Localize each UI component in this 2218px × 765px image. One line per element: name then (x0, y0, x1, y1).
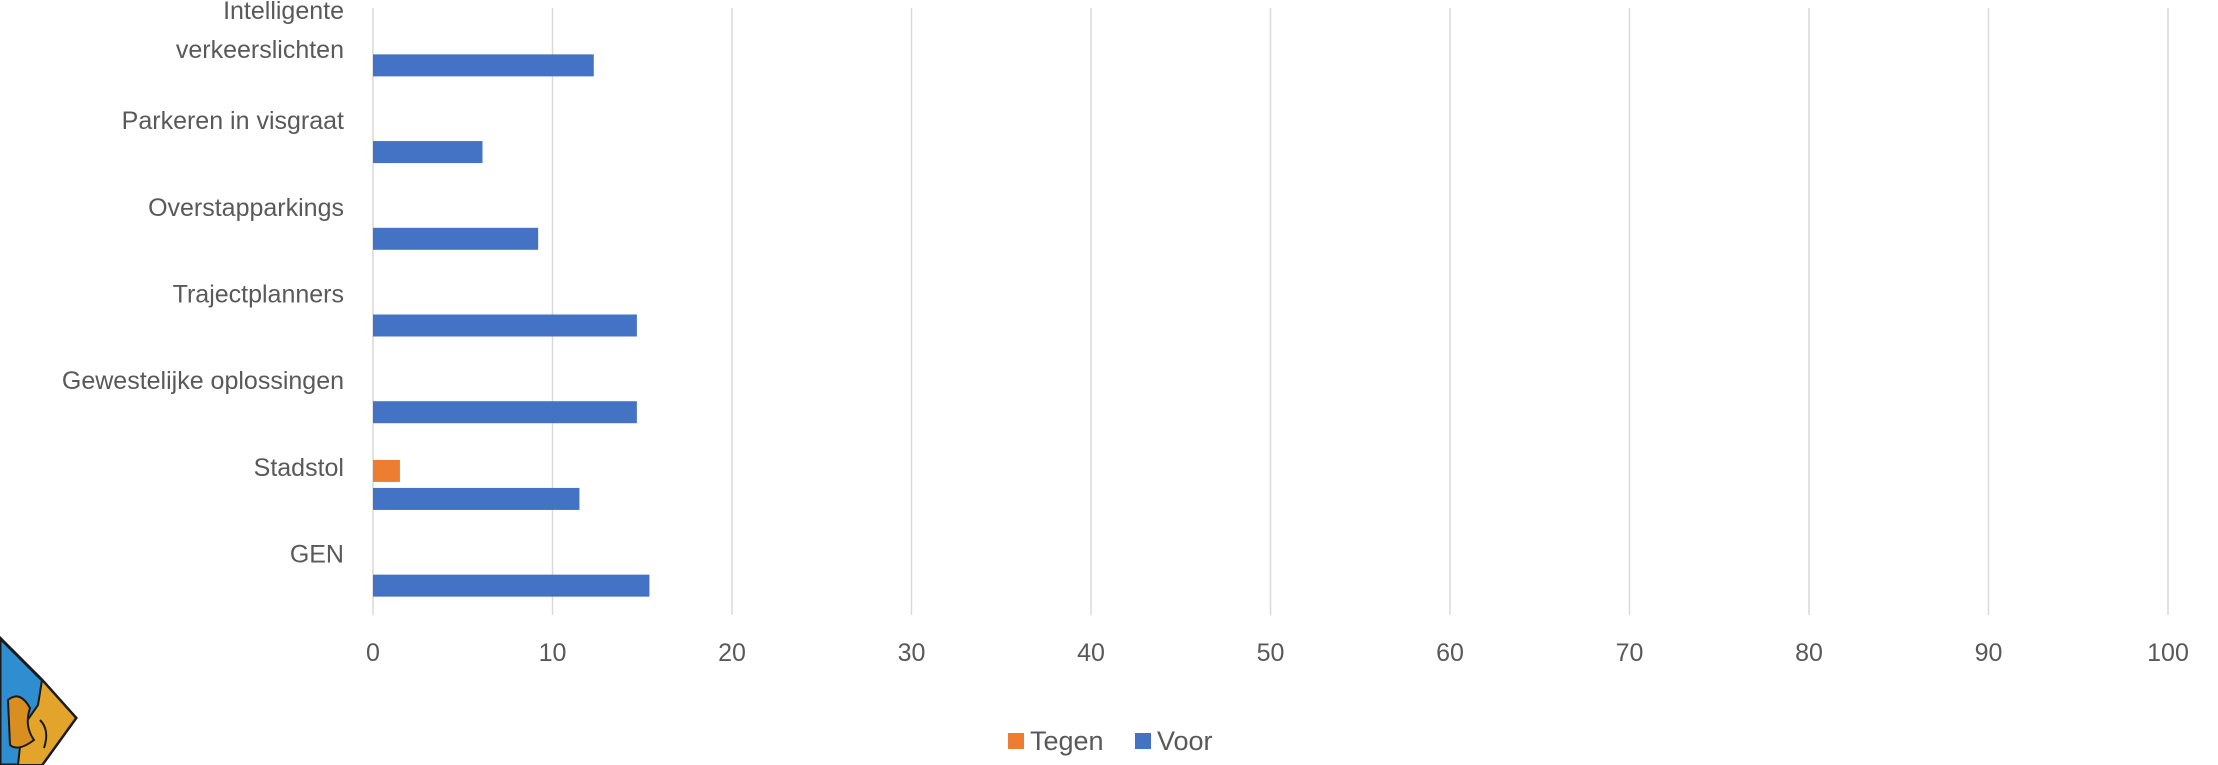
legend-swatch-tegen (1008, 733, 1024, 749)
category-label: Stadstol (254, 454, 344, 482)
bar-voor (373, 227, 539, 250)
bar-voor (373, 487, 580, 510)
category-label: Intelligente verkeerslichten (176, 0, 344, 64)
legend-label-voor: Voor (1157, 726, 1213, 756)
x-tick-label: 30 (898, 639, 926, 667)
x-tick-label: 70 (1616, 639, 1644, 667)
category-labels: GEN Stadstol Gewestelijke oplossingen Traje… (62, 0, 344, 569)
category-label: Parkeren in visgraat (122, 107, 344, 135)
x-tick-label: 60 (1436, 639, 1464, 667)
legend-label-tegen: Tegen (1030, 726, 1104, 756)
x-tick-label: 100 (2147, 639, 2189, 667)
x-tick-label: 10 (539, 639, 567, 667)
x-tick-labels: 0 10 20 30 40 50 60 70 80 90 100 (366, 639, 2189, 667)
bar-voor (373, 574, 650, 597)
gridlines (372, 8, 2169, 615)
x-tick-label: 90 (1975, 639, 2003, 667)
bar-voor (373, 141, 483, 164)
bar-tegen (373, 459, 400, 482)
category-label: Overstapparkings (148, 194, 344, 222)
x-tick-label: 40 (1077, 639, 1105, 667)
bar-voor (373, 314, 637, 337)
bar-voor (373, 401, 637, 424)
legend: Tegen Voor (1008, 726, 1213, 756)
x-tick-label: 0 (366, 639, 380, 667)
bar-voor (373, 54, 594, 77)
logo-emblem (0, 635, 78, 765)
x-tick-label: 80 (1795, 639, 1823, 667)
category-label: Trajectplanners (173, 281, 344, 309)
category-label: GEN (290, 541, 344, 569)
x-tick-label: 20 (718, 639, 746, 667)
legend-swatch-voor (1135, 733, 1151, 749)
x-tick-label: 50 (1257, 639, 1285, 667)
category-label: Gewestelijke oplossingen (62, 367, 344, 395)
bars (373, 54, 650, 597)
